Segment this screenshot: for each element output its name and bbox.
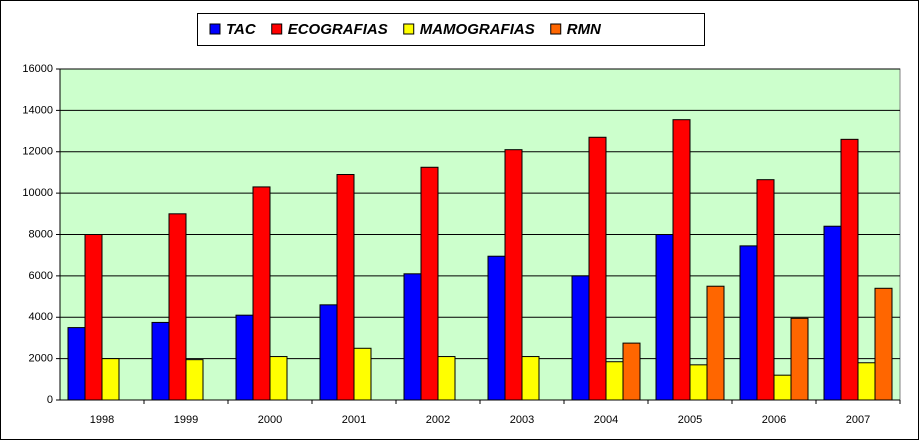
bar bbox=[403, 273, 422, 401]
legend-label: MAMOGRAFIAS bbox=[420, 21, 535, 38]
legend-swatch bbox=[271, 23, 283, 35]
bar bbox=[84, 234, 103, 401]
bar bbox=[622, 342, 641, 401]
bar bbox=[420, 166, 439, 401]
bar bbox=[773, 374, 792, 401]
bar bbox=[571, 275, 590, 401]
bar bbox=[67, 327, 86, 401]
bar bbox=[823, 225, 842, 401]
x-tick-label: 2006 bbox=[762, 414, 786, 426]
x-tick-label: 1999 bbox=[174, 414, 198, 426]
bar bbox=[672, 119, 691, 401]
bar bbox=[689, 364, 708, 401]
bar bbox=[857, 362, 876, 401]
x-tick-label: 2005 bbox=[678, 414, 702, 426]
bar bbox=[790, 317, 809, 401]
x-tick-label: 2003 bbox=[510, 414, 534, 426]
bar bbox=[437, 356, 456, 401]
legend-swatch bbox=[403, 23, 415, 35]
x-tick-label: 1998 bbox=[90, 414, 114, 426]
bar bbox=[235, 314, 254, 401]
y-tick-label: 6000 bbox=[29, 270, 53, 282]
bar bbox=[840, 138, 859, 401]
y-tick-label: 10000 bbox=[22, 187, 53, 199]
legend-label: RMN bbox=[567, 21, 602, 38]
y-tick-label: 0 bbox=[47, 394, 53, 406]
legend-swatch bbox=[550, 23, 562, 35]
legend-label: TAC bbox=[226, 21, 257, 38]
bar bbox=[353, 347, 372, 401]
bar bbox=[655, 234, 674, 401]
x-tick-label: 2001 bbox=[342, 414, 366, 426]
bar bbox=[706, 285, 725, 401]
legend-label: ECOGRAFIAS bbox=[288, 21, 388, 38]
bar bbox=[756, 179, 775, 401]
y-tick-label: 12000 bbox=[22, 146, 53, 158]
x-tick-label: 2007 bbox=[846, 414, 870, 426]
x-tick-label: 2002 bbox=[426, 414, 450, 426]
y-tick-label: 8000 bbox=[29, 228, 53, 240]
bar bbox=[101, 358, 120, 401]
bar bbox=[319, 304, 338, 401]
bar bbox=[336, 174, 355, 401]
bar bbox=[487, 255, 506, 401]
x-tick-label: 2000 bbox=[258, 414, 282, 426]
bar bbox=[874, 287, 893, 401]
legend-swatch bbox=[209, 23, 221, 35]
x-tick-label: 2004 bbox=[594, 414, 618, 426]
bar bbox=[269, 356, 288, 401]
bar bbox=[151, 321, 170, 401]
y-tick-label: 2000 bbox=[29, 353, 53, 365]
bar bbox=[605, 361, 624, 401]
bar bbox=[739, 245, 758, 401]
y-tick-label: 16000 bbox=[22, 63, 53, 75]
bar bbox=[588, 136, 607, 401]
bar bbox=[168, 213, 187, 401]
y-tick-label: 14000 bbox=[22, 104, 53, 116]
bar bbox=[185, 359, 204, 401]
bar bbox=[504, 149, 523, 401]
bar bbox=[521, 356, 540, 401]
y-tick-label: 4000 bbox=[29, 311, 53, 323]
bar bbox=[252, 186, 271, 401]
